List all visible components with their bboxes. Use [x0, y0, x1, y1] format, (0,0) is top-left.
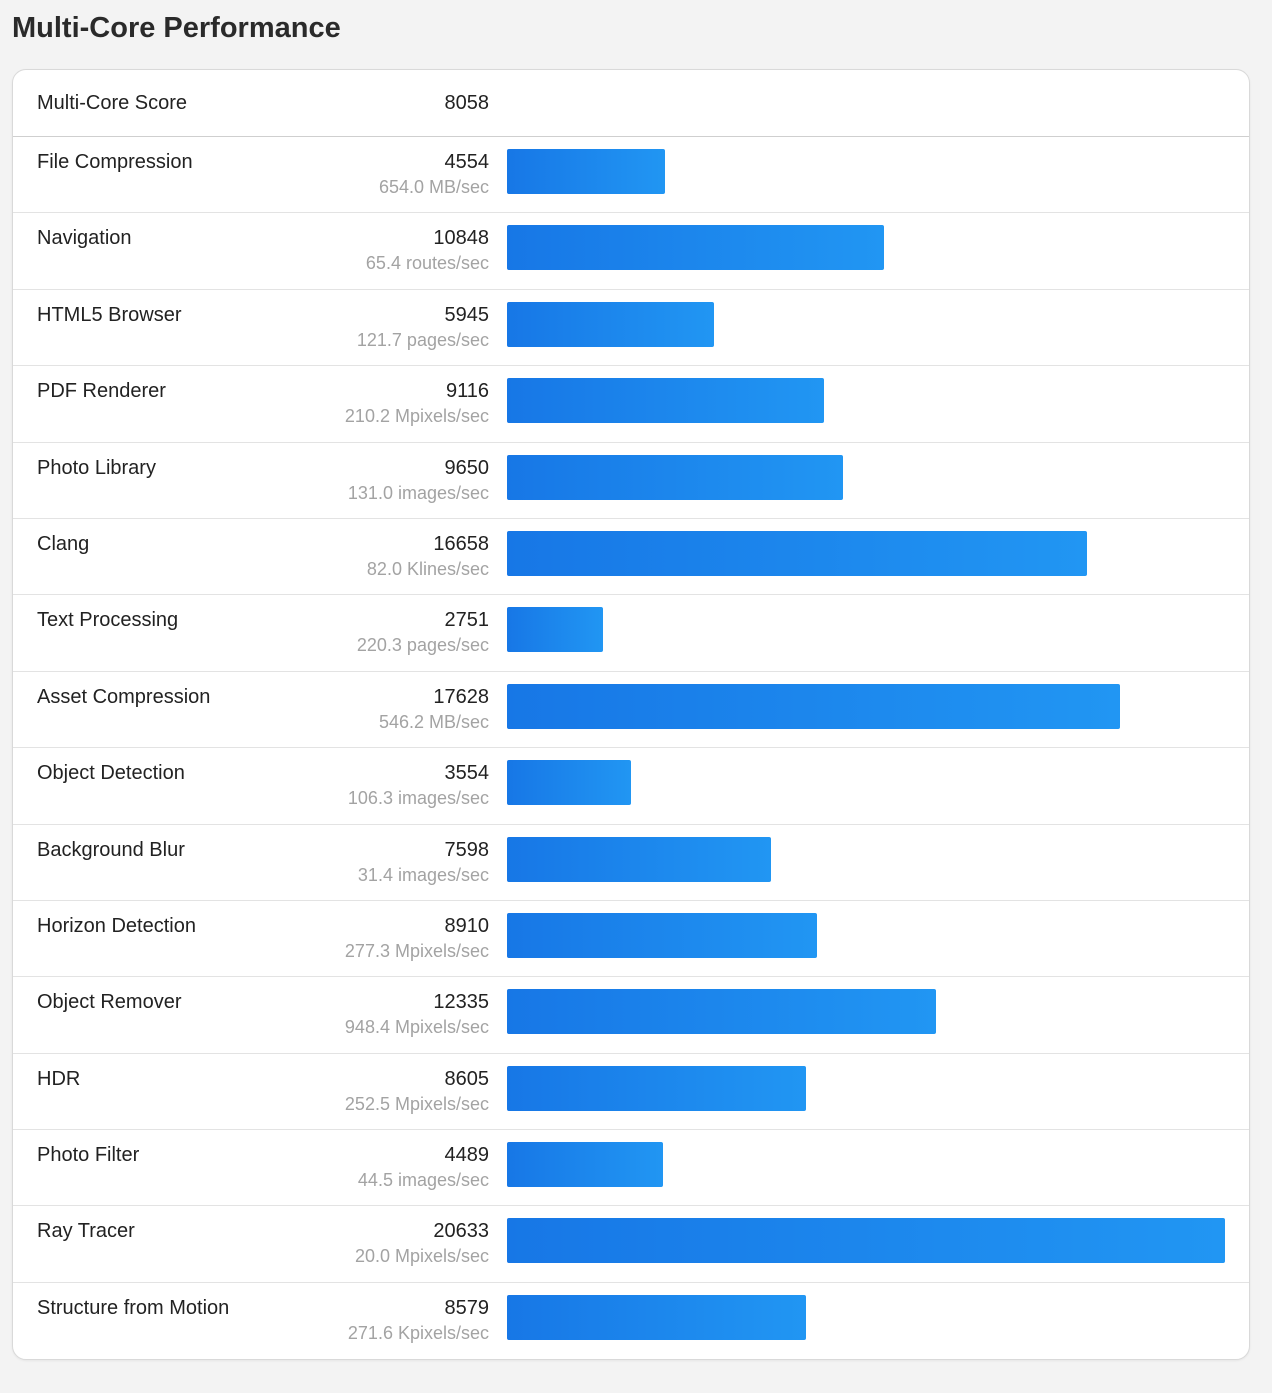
benchmark-score: 2751 [444, 609, 490, 632]
page-title: Multi-Core Performance [12, 12, 341, 44]
benchmark-rate: 210.2 Mpixels/sec [344, 406, 489, 427]
benchmark-label: Clang [37, 532, 90, 555]
benchmark-score: 10848 [433, 227, 489, 250]
benchmark-row: File Compression 4554 654.0 MB/sec [13, 137, 1249, 214]
benchmark-row: Horizon Detection 8910 277.3 Mpixels/sec [13, 901, 1249, 978]
benchmark-score: 17628 [433, 685, 489, 708]
benchmark-rate: 82.0 Klines/sec [366, 558, 489, 579]
benchmark-rate: 654.0 MB/sec [378, 177, 489, 197]
benchmark-label: Structure from Motion [37, 1296, 230, 1319]
benchmark-score: 8910 [444, 914, 490, 937]
multi-core-score-row: Multi-Core Score 8058 [13, 70, 1249, 137]
benchmark-rate: 546.2 MB/sec [378, 711, 489, 732]
performance-panel: Multi-Core Score 8058 File Compression 45… [12, 69, 1250, 1360]
benchmark-rate: 131.0 images/sec [347, 482, 489, 503]
benchmark-score: 12335 [433, 991, 489, 1014]
benchmark-score: 20633 [433, 1220, 489, 1243]
benchmark-row: Asset Compression 17628 546.2 MB/sec [13, 672, 1249, 749]
benchmark-rate: 277.3 Mpixels/sec [344, 940, 489, 961]
benchmark-row: HTML5 Browser 5945 121.7 pages/sec [13, 290, 1249, 367]
benchmark-score: 7598 [444, 838, 490, 861]
benchmark-label: Horizon Detection [37, 914, 196, 937]
benchmark-row: PDF Renderer 9116 210.2 Mpixels/sec [13, 366, 1249, 443]
benchmark-rate: 121.7 pages/sec [356, 329, 489, 350]
benchmark-score: 8605 [444, 1067, 490, 1090]
benchmark-label: Photo Filter [37, 1144, 140, 1167]
benchmark-label: File Compression [37, 151, 193, 173]
benchmark-label: Text Processing [37, 609, 179, 632]
benchmark-bar [507, 912, 817, 958]
benchmark-row: Clang 16658 82.0 Klines/sec [13, 519, 1249, 596]
benchmark-bar [507, 1218, 1225, 1264]
benchmark-bar [507, 225, 884, 271]
benchmark-bar [507, 836, 771, 882]
benchmark-row: Photo Filter 4489 44.5 images/sec [13, 1130, 1249, 1207]
benchmark-row: Photo Library 9650 131.0 images/sec [13, 443, 1249, 519]
benchmark-rate: 252.5 Mpixels/sec [344, 1093, 489, 1114]
benchmark-score: 3554 [444, 762, 490, 785]
benchmark-row: Ray Tracer 20633 20.0 Mpixels/sec [13, 1206, 1249, 1283]
benchmark-label: Object Detection [37, 762, 185, 785]
benchmark-score: 9650 [444, 456, 490, 479]
benchmark-rate: 44.5 images/sec [357, 1170, 489, 1191]
benchmark-bar [507, 1294, 806, 1340]
benchmark-row: Object Remover 12335 948.4 Mpixels/sec [13, 977, 1249, 1054]
benchmark-label: Navigation [37, 227, 132, 250]
benchmark-rate: 106.3 images/sec [347, 788, 489, 809]
multi-core-score-value: 8058 [444, 92, 490, 114]
benchmark-row: HDR 8605 252.5 Mpixels/sec [13, 1054, 1249, 1131]
benchmark-label: PDF Renderer [37, 380, 166, 403]
benchmark-label: Background Blur [37, 838, 185, 861]
benchmark-rate: 65.4 routes/sec [365, 253, 489, 274]
benchmark-rate: 20.0 Mpixels/sec [354, 1246, 489, 1267]
benchmark-row: Navigation 10848 65.4 routes/sec [13, 213, 1249, 290]
benchmark-bar [507, 1142, 663, 1188]
benchmark-rate: 220.3 pages/sec [356, 635, 489, 656]
benchmark-row: Object Detection 3554 106.3 images/sec [13, 748, 1249, 825]
benchmark-list: File Compression 4554 654.0 MB/sec Navigati… [13, 137, 1249, 1359]
benchmark-label: HTML5 Browser [37, 303, 182, 326]
benchmark-row: Background Blur 7598 31.4 images/sec [13, 825, 1249, 901]
benchmark-bar [507, 454, 843, 500]
benchmark-row: Structure from Motion 8579 271.6 Kpixels/s… [13, 1283, 1249, 1359]
benchmark-score: 9116 [445, 380, 489, 403]
benchmark-rate: 31.4 images/sec [357, 864, 489, 885]
benchmark-bar [507, 989, 936, 1035]
benchmark-rate: 948.4 Mpixels/sec [344, 1017, 489, 1038]
benchmark-bar [507, 760, 631, 806]
benchmark-label: Object Remover [37, 991, 182, 1014]
benchmark-score: 8579 [444, 1296, 490, 1319]
benchmark-label: Ray Tracer [37, 1220, 135, 1243]
benchmark-bar [507, 530, 1087, 576]
benchmark-bar [507, 301, 714, 347]
benchmark-row: Text Processing 2751 220.3 pages/sec [13, 595, 1249, 672]
benchmark-label: HDR [37, 1067, 81, 1090]
benchmark-label: Asset Compression [37, 685, 211, 708]
benchmark-bar [507, 607, 603, 653]
benchmark-bar [507, 1065, 806, 1111]
benchmark-score: 4489 [444, 1144, 490, 1167]
benchmark-score: 16658 [433, 532, 489, 555]
benchmark-bar [507, 683, 1120, 729]
benchmark-score: 4554 [444, 151, 490, 173]
benchmark-score: 5945 [444, 303, 490, 326]
benchmark-rate: 271.6 Kpixels/sec [347, 1322, 489, 1343]
benchmark-bar [507, 378, 824, 424]
benchmark-label: Photo Library [37, 456, 156, 479]
benchmark-bar [507, 149, 665, 194]
multi-core-score-label: Multi-Core Score [37, 92, 188, 114]
